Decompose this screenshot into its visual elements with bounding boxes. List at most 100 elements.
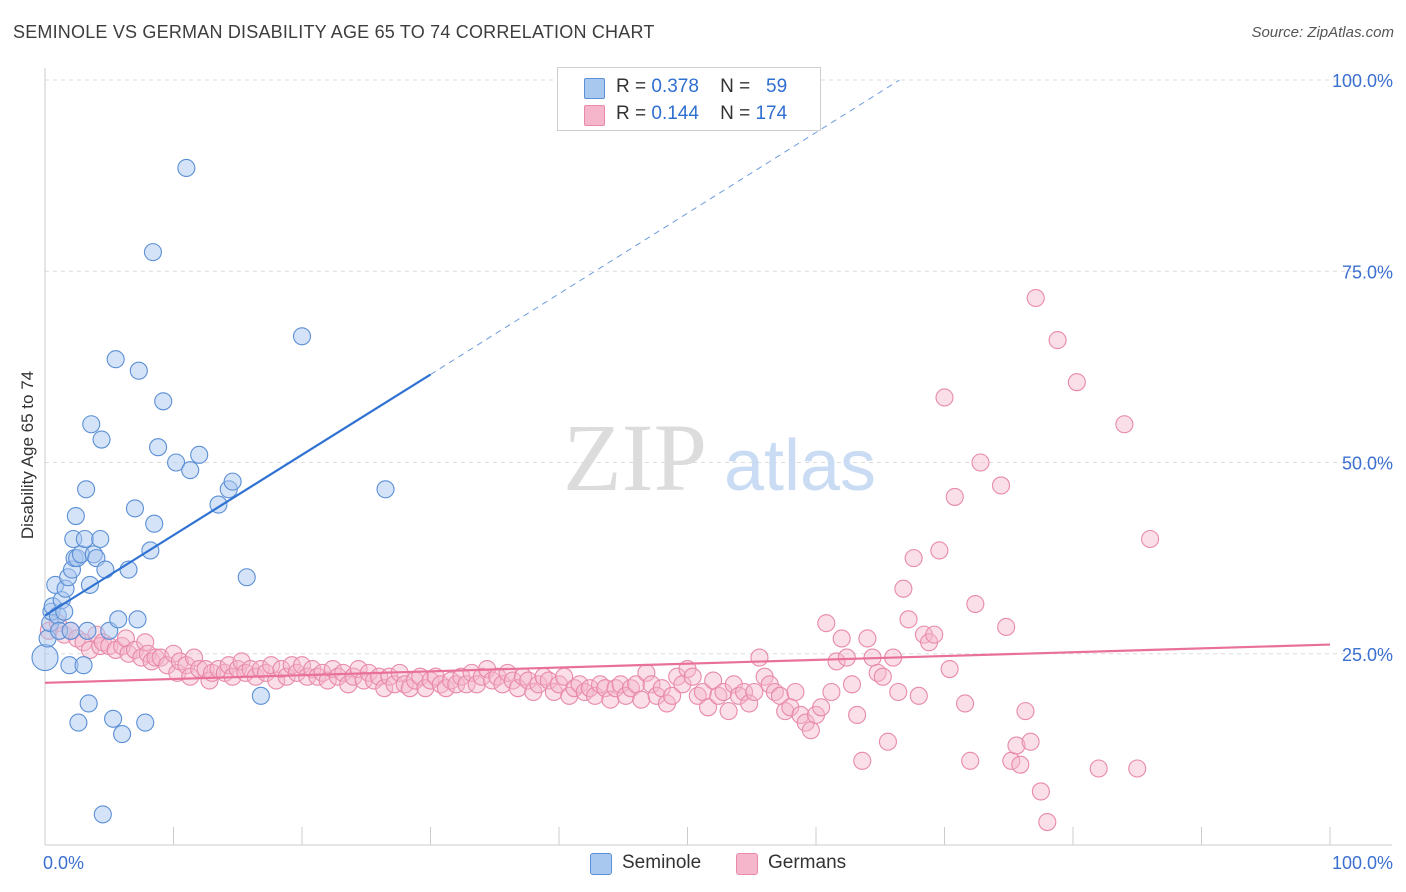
seminole-trend-line	[44, 373, 432, 617]
legend-label-seminole: Seminole	[622, 852, 702, 873]
seminole-swatch	[584, 78, 605, 99]
tick-labels: 25.0% 50.0% 75.0% 100.0% 0.0% 100.0%	[43, 71, 1393, 873]
germans-point	[719, 702, 738, 721]
y-tick-label: 100.0%	[1332, 71, 1393, 91]
germans-point	[935, 388, 954, 407]
germans-point	[601, 690, 620, 709]
seminole-point	[113, 725, 132, 744]
seminole-point	[145, 514, 164, 533]
germans-point	[1031, 782, 1050, 801]
seminole-point	[106, 350, 125, 369]
seminole-points	[31, 158, 395, 824]
y-tick-label: 75.0%	[1342, 262, 1393, 282]
germans-point	[745, 682, 764, 702]
r-value-seminole: 0.378	[651, 76, 699, 97]
germans-point	[925, 625, 944, 644]
seminole-point	[292, 327, 312, 346]
germans-points	[39, 288, 1160, 832]
germans-point	[966, 594, 985, 614]
germans-point	[822, 682, 841, 702]
germans-swatch	[584, 105, 605, 126]
seminole-point	[129, 361, 148, 380]
germans-point	[827, 652, 846, 671]
germans-point	[971, 453, 990, 472]
correlation-legend: R = 0.378 N = 59 R = 0.144 N = 174	[557, 67, 821, 131]
germans-point	[997, 617, 1016, 637]
n-value-germans: 174	[755, 103, 788, 124]
germans-point	[1007, 736, 1026, 755]
germans-point	[318, 671, 337, 690]
seminole-point	[136, 713, 155, 732]
germans-point	[292, 656, 312, 675]
germans-point	[786, 682, 805, 702]
germans-point	[945, 487, 964, 506]
germans-trend-line	[44, 643, 1331, 684]
germans-point	[801, 721, 820, 740]
germans-point	[1141, 529, 1160, 549]
seminole-point	[61, 621, 80, 640]
germans-point	[714, 682, 733, 702]
seminole-point	[181, 461, 200, 480]
seminole-point	[104, 709, 123, 728]
n-value-seminole: 59	[766, 76, 788, 97]
germans-point	[136, 633, 155, 652]
germans-point	[1038, 812, 1057, 832]
r-value-germans: 0.144	[651, 103, 699, 124]
germans-point	[812, 698, 831, 717]
legend-label-germans: Germans	[768, 852, 847, 873]
germans-point	[940, 659, 959, 679]
seminole-point	[251, 686, 270, 705]
germans-point	[519, 671, 538, 690]
seminole-point	[55, 602, 74, 621]
germans-point	[642, 675, 661, 694]
seminole-point	[109, 610, 128, 629]
germans-point	[842, 675, 862, 694]
germans-point	[873, 667, 892, 686]
seminole-point	[92, 430, 111, 449]
germans-point	[837, 648, 856, 667]
seminole-point	[190, 445, 209, 464]
axes	[44, 68, 1392, 846]
seminole-point	[237, 568, 256, 587]
germans-point	[663, 686, 682, 705]
germans-point	[385, 675, 404, 694]
watermark-atlas: atlas	[724, 426, 876, 506]
germans-point	[930, 541, 949, 560]
seminole-point	[376, 480, 395, 499]
germans-point	[1089, 759, 1108, 778]
germans-point	[740, 694, 759, 713]
watermark: ZIP atlas	[563, 404, 876, 511]
seminole-point	[74, 656, 93, 675]
germans-point	[889, 682, 908, 702]
germans-point	[164, 644, 183, 663]
germans-point	[899, 610, 918, 629]
germans-point	[585, 686, 605, 705]
germans-point	[462, 663, 481, 682]
germans-point	[904, 549, 923, 568]
germans-point	[832, 629, 851, 648]
seminole-point	[93, 805, 112, 824]
seminole-point	[143, 243, 162, 262]
x-tick-label: 100.0%	[1332, 853, 1393, 873]
germans-point	[909, 686, 928, 705]
germans-point	[858, 629, 877, 648]
germans-point	[596, 679, 615, 698]
chart-title: SEMINOLE VS GERMAN DISABILITY AGE 65 TO …	[13, 22, 655, 42]
germans-point	[493, 675, 512, 694]
seminole-point	[91, 529, 110, 549]
seminole-point	[78, 621, 97, 640]
x-tick-label: 0.0%	[43, 853, 84, 873]
germans-point	[632, 690, 651, 709]
seminole-point	[125, 499, 144, 518]
germans-point	[1011, 755, 1030, 774]
germans-point	[611, 675, 630, 694]
germans-point	[956, 694, 975, 713]
seminole-trend-extension	[430, 79, 900, 375]
germans-point	[508, 679, 527, 698]
grid-lines	[45, 79, 1392, 655]
germans-point	[1067, 373, 1086, 392]
seminole-point	[96, 560, 115, 579]
watermark-zip: ZIP	[563, 404, 707, 511]
seminole-point	[223, 472, 242, 491]
